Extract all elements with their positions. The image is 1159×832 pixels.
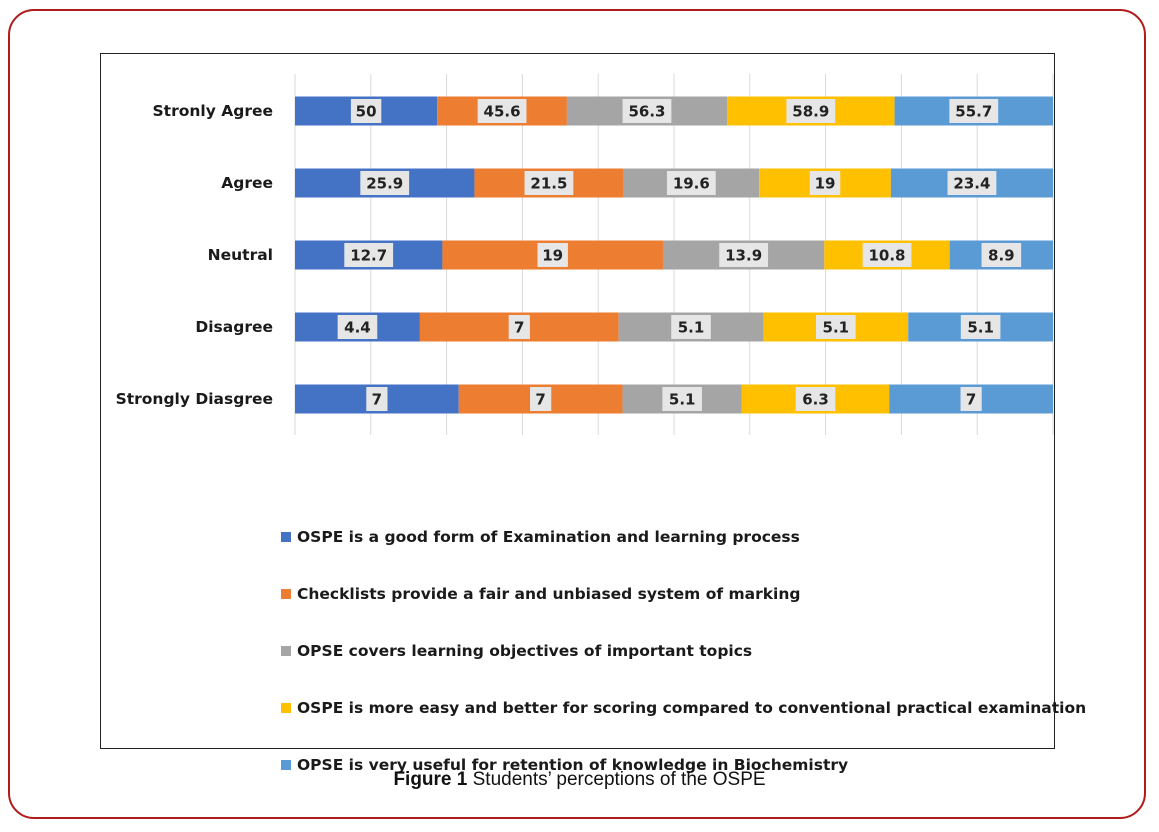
legend-item: OSPE is more easy and better for scoring… (281, 699, 1141, 717)
legend-label: OPSE covers learning objectives of impor… (297, 642, 753, 660)
data-label: 55.7 (955, 103, 992, 121)
data-label-box (981, 243, 1022, 267)
legend-item: OSPE is a good form of Examination and l… (281, 528, 1141, 546)
legend-label: OSPE is more easy and better for scoring… (297, 699, 1087, 717)
data-label: 25.9 (366, 175, 403, 193)
data-label: 7 (966, 391, 976, 409)
data-label-box (960, 387, 982, 411)
data-label: 4.4 (344, 319, 371, 337)
data-label-box (949, 99, 999, 123)
legend-label: Checklists provide a fair and unbiased s… (297, 585, 801, 603)
caption-text: Students’ perceptions of the OSPE (472, 769, 766, 790)
data-label-box (671, 315, 711, 339)
data-label: 5.1 (823, 319, 850, 337)
legend-item: OPSE covers learning objectives of impor… (281, 642, 1141, 660)
data-label-box (662, 387, 702, 411)
data-label-box (719, 243, 769, 267)
data-label-box (508, 315, 530, 339)
data-label-box (622, 99, 672, 123)
legend-item: OPSE is very useful for retention of kno… (281, 756, 1141, 774)
figure-frame (8, 9, 1146, 819)
data-label: 58.9 (792, 103, 829, 121)
category-label: Disagree (195, 318, 273, 336)
data-label-box (816, 315, 856, 339)
data-label-box (809, 171, 841, 195)
data-label: 7 (514, 319, 524, 337)
category-label: Stronly Agree (153, 102, 273, 120)
data-label: 50 (356, 103, 377, 121)
stacked-bar-chart: Stronly Agree 50 45.6 56.3 58.9 55.7 Agree 25.9… (116, 74, 1054, 435)
data-label-box (862, 243, 912, 267)
data-label-box (537, 243, 568, 267)
data-label: 19.6 (673, 175, 710, 193)
data-label-box (786, 99, 836, 123)
category-label: Strongly Diasgree (116, 390, 273, 408)
data-label-box (477, 99, 527, 123)
data-label-box (960, 315, 1001, 339)
data-label: 56.3 (628, 103, 665, 121)
data-label: 12.7 (350, 247, 387, 265)
figure-caption: Figure 1 Students’ perceptions of the OS… (0, 769, 1159, 791)
caption-label: Figure 1 (393, 769, 468, 790)
legend-label: OPSE is very useful for retention of kno… (297, 756, 849, 774)
data-label: 6.3 (802, 391, 829, 409)
data-label: 8.9 (988, 247, 1015, 265)
data-label: 19 (542, 247, 563, 265)
legend-swatch (281, 760, 291, 770)
data-label: 5.1 (678, 319, 705, 337)
data-label: 19 (815, 175, 836, 193)
data-label-box (666, 171, 716, 195)
data-label: 21.5 (530, 175, 567, 193)
data-label-box (344, 243, 394, 267)
data-label: 13.9 (725, 247, 762, 265)
data-label: 45.6 (484, 103, 521, 121)
data-label-box (524, 171, 574, 195)
data-label-box (947, 171, 997, 195)
data-label: 5.1 (669, 391, 696, 409)
legend-swatch (281, 646, 291, 656)
legend-swatch (281, 589, 291, 599)
chart-container: Stronly Agree 50 45.6 56.3 58.9 55.7 Agree 25.9… (100, 53, 1086, 774)
data-label: 7 (372, 391, 382, 409)
data-label: 23.4 (953, 175, 990, 193)
data-label: 5.1 (967, 319, 994, 337)
data-label: 10.8 (868, 247, 905, 265)
data-label-box (530, 387, 552, 411)
legend-label: OSPE is a good form of Examination and l… (297, 528, 800, 546)
legend-item: Checklists provide a fair and unbiased s… (281, 585, 1141, 603)
category-label: Agree (221, 174, 273, 192)
data-label-box (366, 387, 388, 411)
data-label-box (360, 171, 410, 195)
data-label-box (337, 315, 378, 339)
legend-swatch (281, 532, 291, 542)
legend-swatch (281, 703, 291, 713)
category-label: Neutral (208, 246, 273, 264)
data-label-box (795, 387, 836, 411)
data-label-box (350, 99, 382, 123)
data-label: 7 (535, 391, 545, 409)
chart-legend: OSPE is a good form of Examination and l… (281, 528, 1141, 813)
